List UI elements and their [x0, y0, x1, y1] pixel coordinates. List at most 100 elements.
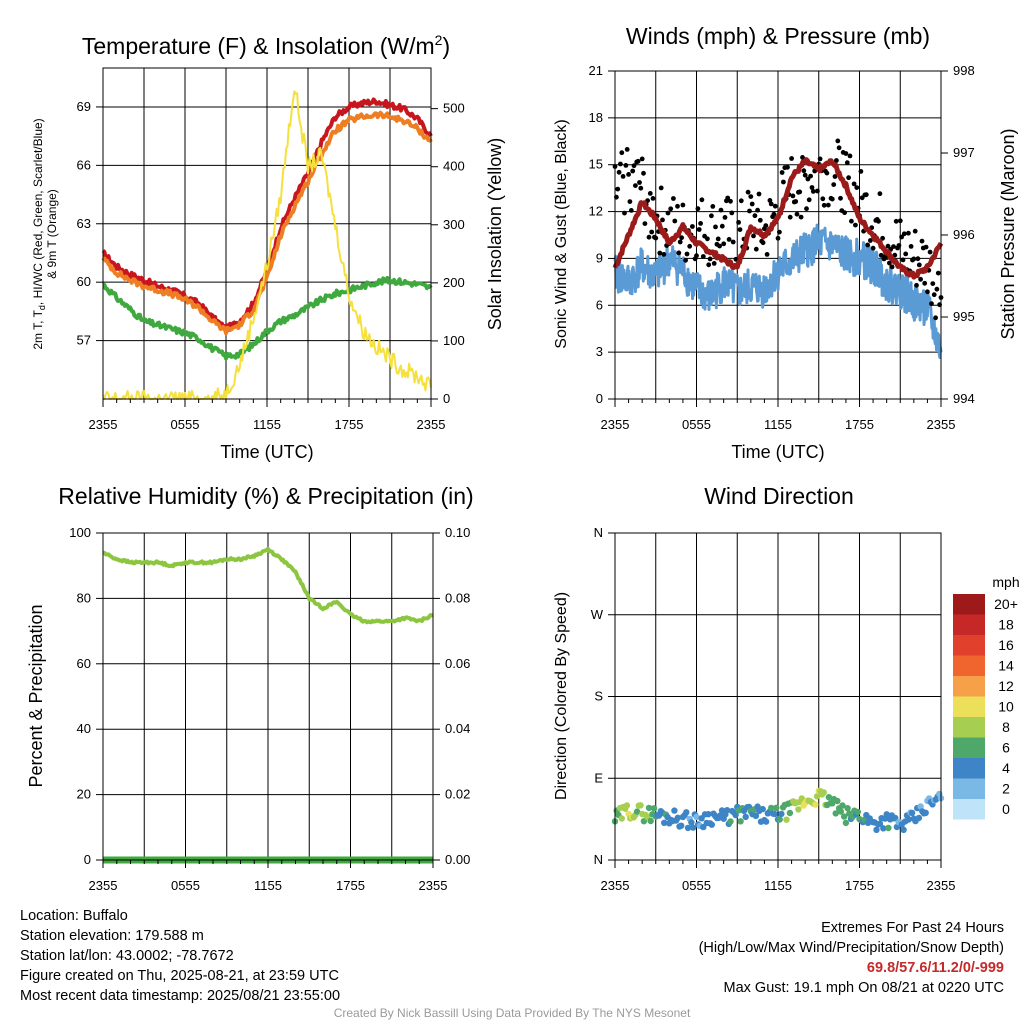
humidity-grid [103, 532, 433, 861]
gust-point [817, 156, 823, 162]
gust-point [753, 246, 759, 252]
gust-point [804, 206, 809, 212]
direction-point [813, 793, 821, 800]
insolation-y-tick-label: 0 [443, 391, 450, 406]
wind-x-tick-label: 0555 [682, 417, 711, 432]
gust-point [798, 214, 804, 220]
gust-point [700, 254, 706, 259]
direction-point [812, 801, 819, 808]
precip-y-tick-label: 0.04 [445, 721, 470, 736]
humidity-line [102, 546, 434, 625]
insolation-y-tick-label: 100 [443, 333, 465, 348]
insolation-y-ticks: 500 400 300 200 100 0 [431, 101, 465, 406]
gust-point [676, 250, 682, 256]
direction-point [689, 824, 697, 831]
gust-point [751, 233, 756, 239]
gust-point [628, 208, 634, 213]
direction-point [768, 804, 775, 812]
gust-point [757, 217, 763, 223]
gust-point [906, 230, 911, 236]
temperature-x-tick-label: 1155 [253, 417, 281, 432]
gust-point [808, 173, 813, 179]
direction-x-tick-label: 1155 [764, 878, 792, 893]
direction-point [723, 807, 731, 814]
station-latlon: Station lat/lon: 43.0002; -78.7672 [20, 948, 234, 964]
direction-point [798, 795, 805, 802]
speed-legend-swatch [953, 758, 985, 779]
gust-point [707, 256, 713, 262]
gust-point [870, 245, 876, 251]
gust-point [675, 203, 680, 209]
direction-point [915, 814, 923, 822]
direction-y-tick-label: N [594, 525, 603, 540]
station-info: Location: Buffalo Station elevation: 179… [20, 906, 340, 1006]
gust-point [779, 170, 785, 175]
gust-point [729, 210, 735, 216]
humidity-x-tick-label: 2355 [89, 878, 118, 893]
precip-y-tick-label: 0.08 [445, 590, 470, 605]
humidity-x-tick-label: 1155 [254, 878, 282, 893]
speed-legend-swatch [953, 594, 985, 615]
gust-point [696, 227, 702, 232]
gust-point [878, 252, 884, 258]
direction-y-tick-label: E [594, 770, 603, 785]
pressure-y-tick-label: 998 [953, 63, 975, 78]
direction-point [645, 804, 653, 812]
temperature-y-tick-label: 66 [77, 157, 91, 172]
gust-point [745, 189, 751, 195]
temperature-y-ticks: 69 66 63 60 57 [77, 99, 103, 348]
direction-series [611, 787, 945, 833]
gust-point [834, 158, 839, 163]
direction-point [705, 811, 712, 818]
most-recent-timestamp: Most recent data timestamp: 2025/08/21 2… [20, 988, 341, 1004]
extremes-values: 69.8/57.6/11.2/0/-999 [866, 960, 1004, 976]
insolation-y-tick-label: 200 [443, 275, 465, 290]
direction-point [678, 822, 685, 829]
gust-point [923, 244, 929, 250]
gust-point [853, 222, 858, 228]
gust-point [930, 281, 936, 286]
wind-y-tick-label: 21 [589, 63, 603, 78]
speed-legend-label: 14 [998, 658, 1014, 674]
direction-point [708, 821, 715, 828]
direction-point [683, 809, 690, 816]
gust-point [925, 289, 930, 295]
wind-y-label: Sonic Wind & Gust (Blue, Black) [553, 119, 570, 348]
direction-point [844, 805, 851, 812]
direction-point [786, 809, 794, 817]
direction-point [842, 819, 850, 827]
gust-point [679, 235, 684, 241]
gust-point [650, 196, 656, 201]
gust-point [893, 218, 899, 224]
humidity-y-tick-label: 60 [77, 656, 91, 671]
gust-point [831, 182, 837, 188]
direction-point [783, 816, 790, 823]
precip-y-tick-label: 0.10 [445, 525, 470, 540]
gust-point [620, 174, 626, 179]
speed-legend-label: 4 [1002, 760, 1010, 776]
pressure-y-tick-label: 995 [953, 309, 975, 324]
direction-y-tick-label: S [594, 689, 603, 704]
insolation-y-label: Solar Insolation (Yellow) [485, 138, 505, 330]
gust-point [736, 220, 741, 225]
gust-point [781, 179, 786, 185]
wind-y-ticks: 21 18 15 12 9 6 3 0 [589, 63, 615, 406]
speed-legend-swatch [953, 696, 985, 717]
gust-point [658, 185, 664, 191]
direction-y-tick-label: W [591, 607, 604, 622]
gust-point [718, 207, 724, 213]
gust-point [725, 195, 731, 201]
gust-point [815, 188, 820, 194]
gust-point [810, 189, 816, 194]
gust-point [836, 145, 842, 151]
direction-point [661, 819, 668, 826]
gust-point [912, 228, 918, 234]
gust-point [657, 250, 663, 256]
direction-point [873, 826, 880, 833]
gust-point [899, 234, 904, 240]
gust-point [900, 257, 906, 263]
humidity-y-tick-label: 40 [77, 721, 91, 736]
wind-x-tick-label: 1755 [845, 417, 874, 432]
gust-point [641, 170, 646, 176]
